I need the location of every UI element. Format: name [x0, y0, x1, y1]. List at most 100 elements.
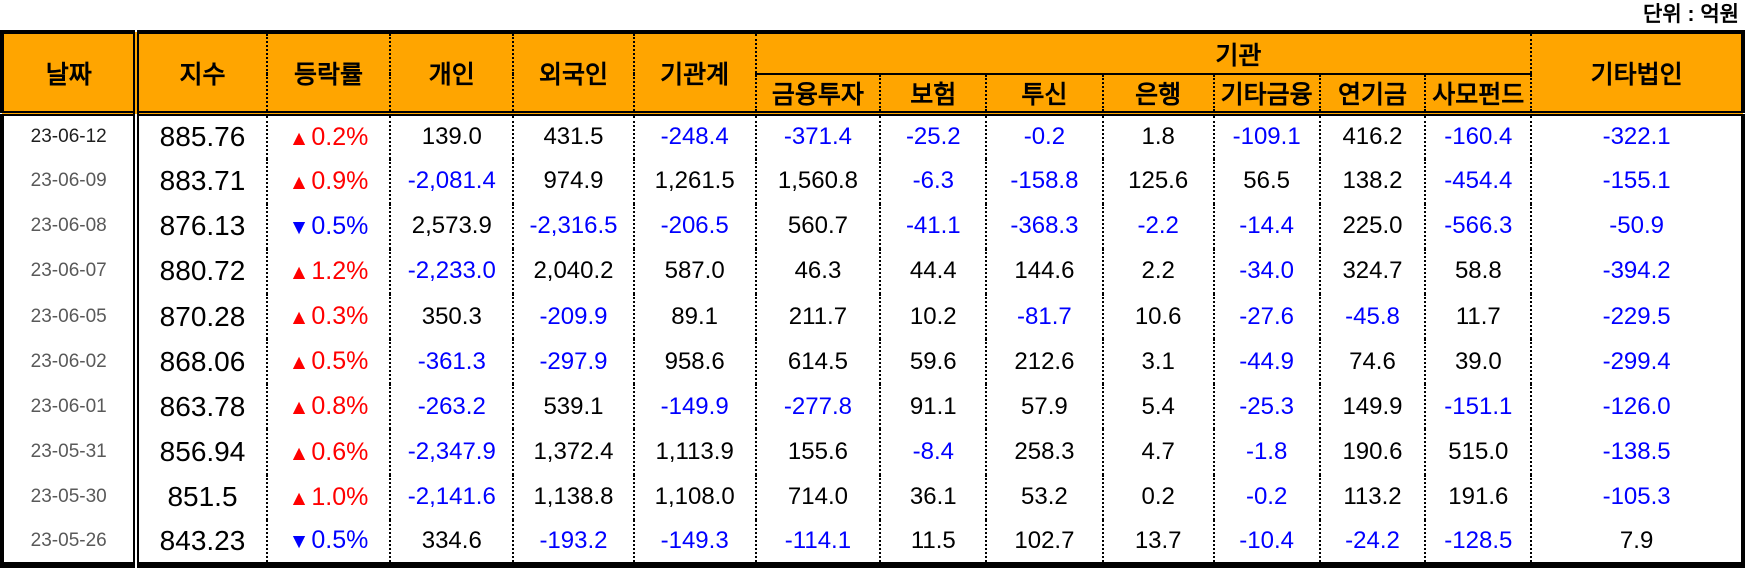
- value-cell-investment-trust: -81.7: [985, 294, 1103, 340]
- value-cell-foreigner: 1,372.4: [512, 429, 634, 475]
- value-cell-other-corporations: -138.5: [1530, 429, 1743, 475]
- index-cell: 856.94: [133, 429, 267, 475]
- value-cell-financial-investment: -371.4: [754, 113, 881, 159]
- table-row: 23-06-05 870.28 ▲0.3% 350.3 -209.9 89.1 211.7 1…: [2, 294, 1743, 340]
- value-cell-bank: 0.2: [1101, 474, 1214, 520]
- up-triangle-icon: ▲: [288, 126, 310, 150]
- change-rate-value: 1.2%: [311, 256, 369, 285]
- change-rate-value: 0.2%: [311, 122, 369, 151]
- change-rate-cell: ▲0.3%: [265, 294, 391, 340]
- value-cell-institutions-total: 89.1: [632, 294, 756, 340]
- value-cell-bank: 1.8: [1101, 113, 1214, 159]
- col-header-inst-sub-pension-fund: 연기금: [1318, 74, 1426, 116]
- change-rate-cell: ▲0.9%: [265, 158, 391, 204]
- date-cell: 23-05-30: [30, 486, 107, 508]
- col-header-institutions-group: 기관: [754, 32, 1532, 75]
- value-cell-insurance: 59.6: [879, 339, 987, 385]
- value-cell-private-equity-fund: -566.3: [1424, 203, 1532, 249]
- up-triangle-icon: ▲: [288, 351, 310, 375]
- value-cell-financial-investment: 614.5: [754, 339, 881, 385]
- value-cell-other-finance: -27.6: [1212, 294, 1320, 340]
- index-cell: 870.28: [133, 294, 267, 340]
- table-row: 23-06-07 880.72 ▲1.2% -2,233.0 2,040.2 587.0 4…: [2, 248, 1743, 295]
- value-cell-bank: 2.2: [1101, 248, 1214, 295]
- value-cell-other-corporations: -394.2: [1530, 248, 1743, 295]
- index-cell: 851.5: [133, 474, 267, 520]
- value-cell-foreigner: 974.9: [512, 158, 634, 204]
- change-rate-value: 1.0%: [311, 482, 369, 511]
- change-rate-value: 0.8%: [311, 392, 369, 421]
- table-header: 날짜 지수 등락률 개인 외국인 기관계 기관 기타법인 금융투자 보험 투신 은행 기…: [2, 32, 1743, 116]
- date-cell: 23-06-08: [30, 215, 107, 237]
- value-cell-private-equity-fund: -128.5: [1424, 519, 1532, 565]
- change-rate-value: 0.3%: [311, 302, 369, 331]
- value-cell-financial-investment: 211.7: [754, 294, 881, 340]
- value-cell-other-finance: -14.4: [1212, 203, 1320, 249]
- value-cell-individual: -2,233.0: [389, 248, 514, 295]
- value-cell-private-equity-fund: 515.0: [1424, 429, 1532, 475]
- date-cell: 23-06-01: [30, 395, 107, 417]
- value-cell-institutions-total: -149.9: [632, 384, 756, 430]
- down-triangle-icon: ▼: [288, 530, 310, 554]
- value-cell-individual: 350.3: [389, 294, 514, 340]
- table-row: 23-06-09 883.71 ▲0.9% -2,081.4 974.9 1,261.5 1…: [2, 158, 1743, 204]
- value-cell-other-finance: -25.3: [1212, 384, 1320, 430]
- value-cell-individual: -263.2: [389, 384, 514, 430]
- value-cell-insurance: 11.5: [879, 519, 987, 565]
- value-cell-pension-fund: -45.8: [1318, 294, 1426, 340]
- value-cell-private-equity-fund: 58.8: [1424, 248, 1532, 295]
- value-cell-other-corporations: -155.1: [1530, 158, 1743, 204]
- index-cell: 843.23: [133, 519, 267, 565]
- value-cell-financial-investment: -277.8: [754, 384, 881, 430]
- value-cell-individual: -2,347.9: [389, 429, 514, 475]
- change-rate-cell: ▲0.8%: [265, 384, 391, 430]
- up-triangle-icon: ▲: [288, 486, 310, 510]
- value-cell-financial-investment: 714.0: [754, 474, 881, 520]
- table-row: 23-06-12 885.76 ▲0.2% 139.0 431.5 -248.4 -371.…: [2, 113, 1743, 159]
- value-cell-other-finance: -34.0: [1212, 248, 1320, 295]
- value-cell-pension-fund: 416.2: [1318, 113, 1426, 159]
- investor-trading-table: 날짜 지수 등락률 개인 외국인 기관계 기관 기타법인 금융투자 보험 투신 은행 기…: [0, 30, 1745, 568]
- change-rate-cell: ▼0.5%: [265, 519, 391, 565]
- col-header-other-corporations: 기타법인: [1530, 32, 1743, 116]
- up-triangle-icon: ▲: [288, 441, 310, 465]
- date-cell: 23-06-02: [30, 350, 107, 372]
- value-cell-private-equity-fund: -151.1: [1424, 384, 1532, 430]
- value-cell-insurance: 44.4: [879, 248, 987, 295]
- index-cell: 863.78: [133, 384, 267, 430]
- value-cell-insurance: 36.1: [879, 474, 987, 520]
- value-cell-institutions-total: -248.4: [632, 113, 756, 159]
- value-cell-other-corporations: -299.4: [1530, 339, 1743, 385]
- change-rate-cell: ▲1.2%: [265, 248, 391, 295]
- value-cell-pension-fund: -24.2: [1318, 519, 1426, 565]
- value-cell-financial-investment: -114.1: [754, 519, 881, 565]
- value-cell-individual: -361.3: [389, 339, 514, 385]
- table-row: 23-05-26 843.23 ▼0.5% 334.6 -193.2 -149.3 -114…: [2, 519, 1743, 565]
- value-cell-individual: 139.0: [389, 113, 514, 159]
- table-row: 23-05-31 856.94 ▲0.6% -2,347.9 1,372.4 1,113.…: [2, 429, 1743, 475]
- date-cell: 23-05-26: [30, 529, 107, 551]
- index-cell: 876.13: [133, 203, 267, 249]
- value-cell-investment-trust: 57.9: [985, 384, 1103, 430]
- value-cell-investment-trust: -0.2: [985, 113, 1103, 159]
- value-cell-foreigner: -2,316.5: [512, 203, 634, 249]
- col-header-inst-sub-private-equity-fund: 사모펀드: [1424, 74, 1532, 116]
- table-row: 23-05-30 851.5 ▲1.0% -2,141.6 1,138.8 1,108.0…: [2, 474, 1743, 520]
- col-header-inst-sub-investment-trust: 투신: [985, 74, 1103, 116]
- value-cell-pension-fund: 324.7: [1318, 248, 1426, 295]
- value-cell-institutions-total: 1,261.5: [632, 158, 756, 204]
- value-cell-pension-fund: 225.0: [1318, 203, 1426, 249]
- value-cell-insurance: 10.2: [879, 294, 987, 340]
- value-cell-bank: 10.6: [1101, 294, 1214, 340]
- value-cell-insurance: -41.1: [879, 203, 987, 249]
- value-cell-institutions-total: 958.6: [632, 339, 756, 385]
- value-cell-bank: 4.7: [1101, 429, 1214, 475]
- index-cell: 883.71: [133, 158, 267, 204]
- value-cell-investment-trust: 102.7: [985, 519, 1103, 565]
- value-cell-other-corporations: -126.0: [1530, 384, 1743, 430]
- value-cell-institutions-total: 1,108.0: [632, 474, 756, 520]
- value-cell-pension-fund: 149.9: [1318, 384, 1426, 430]
- value-cell-foreigner: -297.9: [512, 339, 634, 385]
- value-cell-investment-trust: 258.3: [985, 429, 1103, 475]
- value-cell-foreigner: 431.5: [512, 113, 634, 159]
